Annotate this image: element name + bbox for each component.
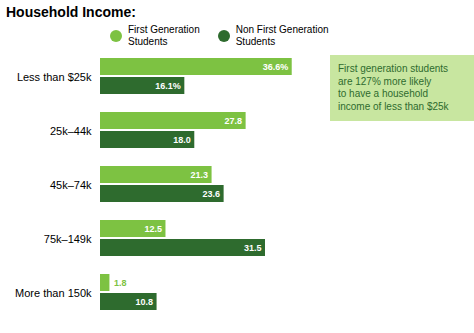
svg-text:45k–74k: 45k–74k [50, 179, 92, 191]
svg-text:12.5: 12.5 [144, 224, 162, 234]
svg-text:21.3: 21.3 [191, 170, 209, 180]
html-text:Household Income:: Household Income: [6, 4, 136, 20]
html-text:Non First Generation Students: Non First Generation Students [235, 24, 329, 47]
svg-text:36.6%: 36.6% [263, 62, 289, 72]
svg-text:75k–149k: 75k–149k [44, 233, 92, 245]
svg-text:25k–44k: 25k–44k [50, 125, 92, 137]
svg-text:27.8: 27.8 [225, 116, 243, 126]
svg-text:18.0: 18.0 [173, 135, 191, 145]
svg-text:1.8: 1.8 [114, 278, 127, 288]
svg-text:Less than $25k: Less than $25k [17, 71, 92, 83]
html-text:First generation students are: First generation students are 127% more … [338, 63, 449, 112]
svg-text:10.8: 10.8 [136, 297, 154, 307]
svg-text:16.1%: 16.1% [155, 81, 181, 91]
svg-text:More than 150k: More than 150k [15, 287, 92, 299]
svg-text:31.5: 31.5 [244, 243, 262, 253]
svg-text:23.6: 23.6 [203, 189, 221, 199]
html-text:First Generation Students: First Generation Students [128, 24, 200, 47]
